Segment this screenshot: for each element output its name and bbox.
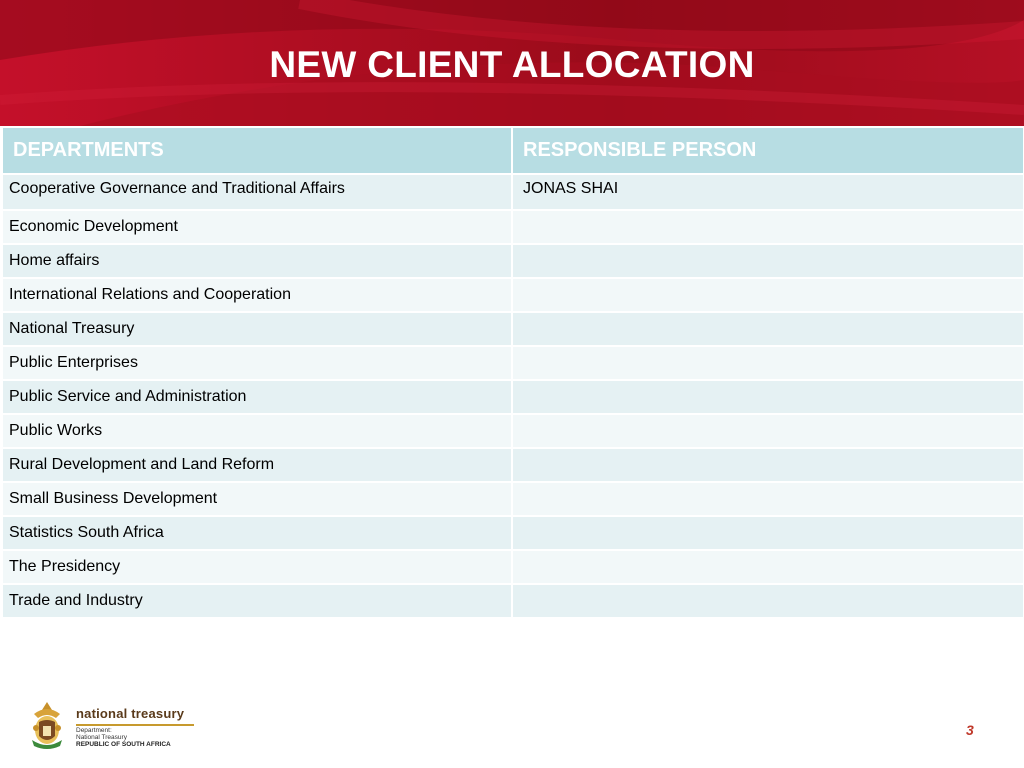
table-row: Small Business Development	[1, 481, 1024, 517]
table-row: Home affairs	[1, 243, 1024, 279]
table-row: Cooperative Governance and Traditional A…	[1, 173, 1024, 211]
responsible-person-cell	[511, 515, 1024, 551]
responsible-person-cell	[511, 345, 1024, 381]
department-cell: Public Enterprises	[1, 345, 513, 381]
responsible-person-cell	[511, 311, 1024, 347]
department-cell: National Treasury	[1, 311, 513, 347]
table-row: Public Enterprises	[1, 345, 1024, 381]
department-cell: The Presidency	[1, 549, 513, 585]
responsible-person-cell	[511, 243, 1024, 279]
department-cell: Trade and Industry	[1, 583, 513, 619]
header-responsible-person: RESPONSIBLE PERSON	[511, 126, 1024, 175]
national-treasury-logo: national treasury Department: National T…	[26, 700, 194, 752]
table-row: International Relations and Cooperation	[1, 277, 1024, 313]
title-banner: NEW CLIENT ALLOCATION	[0, 0, 1024, 126]
table-row: Rural Development and Land Reform	[1, 447, 1024, 483]
coat-of-arms-icon	[32, 702, 62, 749]
logo-subtitle-3: REPUBLIC OF SOUTH AFRICA	[76, 741, 171, 748]
header-departments: DEPARTMENTS	[1, 126, 513, 175]
responsible-person-cell: JONAS SHAI	[511, 173, 1024, 211]
logo-divider	[76, 724, 194, 726]
responsible-person-cell	[511, 413, 1024, 449]
department-cell: Economic Development	[1, 209, 513, 245]
table-header-row: DEPARTMENTS RESPONSIBLE PERSON	[1, 126, 1024, 175]
department-cell: Public Works	[1, 413, 513, 449]
table-row: Economic Development	[1, 209, 1024, 245]
table-row: The Presidency	[1, 549, 1024, 585]
table-row: National Treasury	[1, 311, 1024, 347]
department-cell: Cooperative Governance and Traditional A…	[1, 173, 513, 211]
department-cell: Small Business Development	[1, 481, 513, 517]
department-cell: Rural Development and Land Reform	[1, 447, 513, 483]
table-row: Statistics South Africa	[1, 515, 1024, 551]
allocation-table: DEPARTMENTS RESPONSIBLE PERSON Cooperati…	[1, 126, 1024, 619]
responsible-person-cell	[511, 583, 1024, 619]
table-row: Public Service and Administration	[1, 379, 1024, 415]
responsible-person-cell	[511, 481, 1024, 517]
responsible-person-cell	[511, 549, 1024, 585]
responsible-person-cell	[511, 209, 1024, 245]
table-row: Public Works	[1, 413, 1024, 449]
department-cell: Statistics South Africa	[1, 515, 513, 551]
page-number: 3	[966, 722, 974, 738]
logo-subtitle-2: National Treasury	[76, 734, 127, 741]
responsible-person-cell	[511, 379, 1024, 415]
responsible-person-cell	[511, 277, 1024, 313]
department-cell: Public Service and Administration	[1, 379, 513, 415]
department-cell: Home affairs	[1, 243, 513, 279]
banner-swoosh-graphic	[0, 0, 1024, 126]
page-title: NEW CLIENT ALLOCATION	[269, 44, 755, 85]
logo-wordmark: national treasury	[76, 706, 185, 721]
department-cell: International Relations and Cooperation	[1, 277, 513, 313]
responsible-person-cell	[511, 447, 1024, 483]
table-row: Trade and Industry	[1, 583, 1024, 619]
logo-subtitle-1: Department:	[76, 727, 112, 734]
